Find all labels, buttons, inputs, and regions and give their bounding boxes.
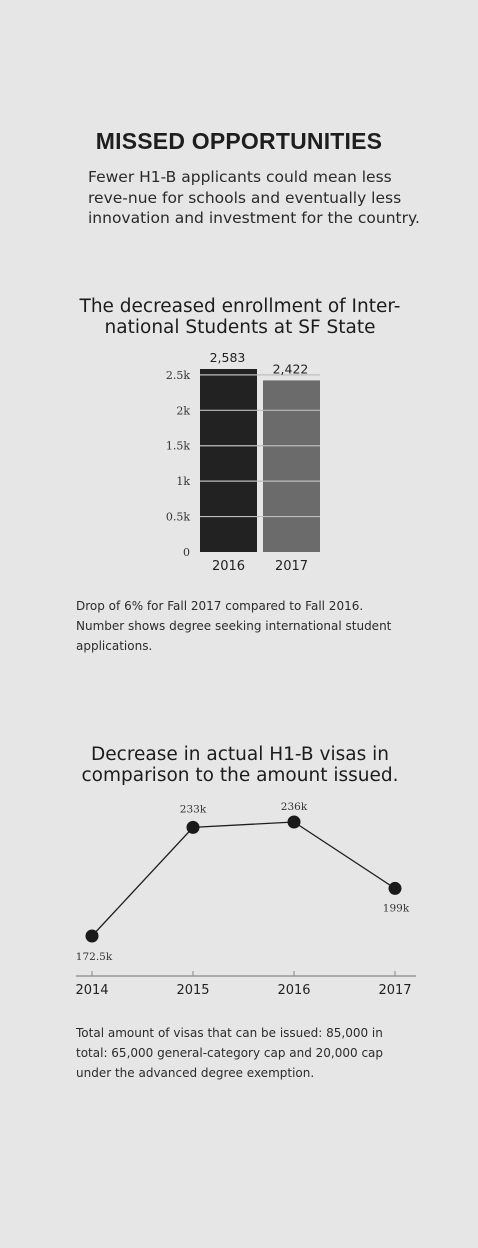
x-tick-label: 2014 <box>75 983 108 998</box>
bar-data-label: 2,422 <box>273 361 309 376</box>
y-tick-label: 0.5k <box>166 511 190 524</box>
x-tick-label: 2016 <box>277 983 310 998</box>
enrollment-chart-title: The decreased enrollment of Inter-nation… <box>79 296 401 338</box>
intro-paragraph: Fewer H1-B applicants could mean less re… <box>88 168 420 227</box>
x-tick-label: 2017 <box>378 983 411 998</box>
series-line <box>91 821 396 937</box>
point-data-label: 172.5k <box>76 951 113 963</box>
data-point <box>85 929 99 943</box>
bar-data-label: 2,583 <box>210 350 246 365</box>
y-tick-label: 1.5k <box>166 440 190 453</box>
data-point <box>388 881 402 895</box>
x-tick-label: 2016 <box>212 559 245 574</box>
point-data-label: 233k <box>180 803 207 815</box>
enrollment-chart-note: Drop of 6% for Fall 2017 compared to Fal… <box>76 599 392 653</box>
y-tick-label: 2.5k <box>166 369 190 382</box>
enrollment-bar-chart: 0 0.5k 1k 1.5k 2k 2.5k 2,583 2016 2,422 2017 <box>166 350 320 574</box>
y-tick-label: 1k <box>176 475 190 488</box>
data-point <box>186 820 200 834</box>
visa-line-chart: 172.5k 2014 233k 2015 236k 2016 199k 2017 <box>75 801 416 998</box>
point-data-label: 236k <box>281 801 308 813</box>
y-tick-label: 2k <box>176 404 190 417</box>
visa-chart-note: Total amount of visas that can be issued… <box>76 1026 384 1080</box>
x-tick-label: 2017 <box>275 559 308 574</box>
visa-chart-title: Decrease in actual H1-B visas in compari… <box>81 744 399 786</box>
bar-2016 <box>200 369 257 552</box>
x-tick-label: 2015 <box>176 983 209 998</box>
page-headline: MISSED OPPORTUNITIES <box>95 128 383 154</box>
bar-2017 <box>263 380 320 552</box>
data-point <box>287 815 301 829</box>
point-data-label: 199k <box>383 902 410 914</box>
y-tick-label: 0 <box>183 546 190 559</box>
